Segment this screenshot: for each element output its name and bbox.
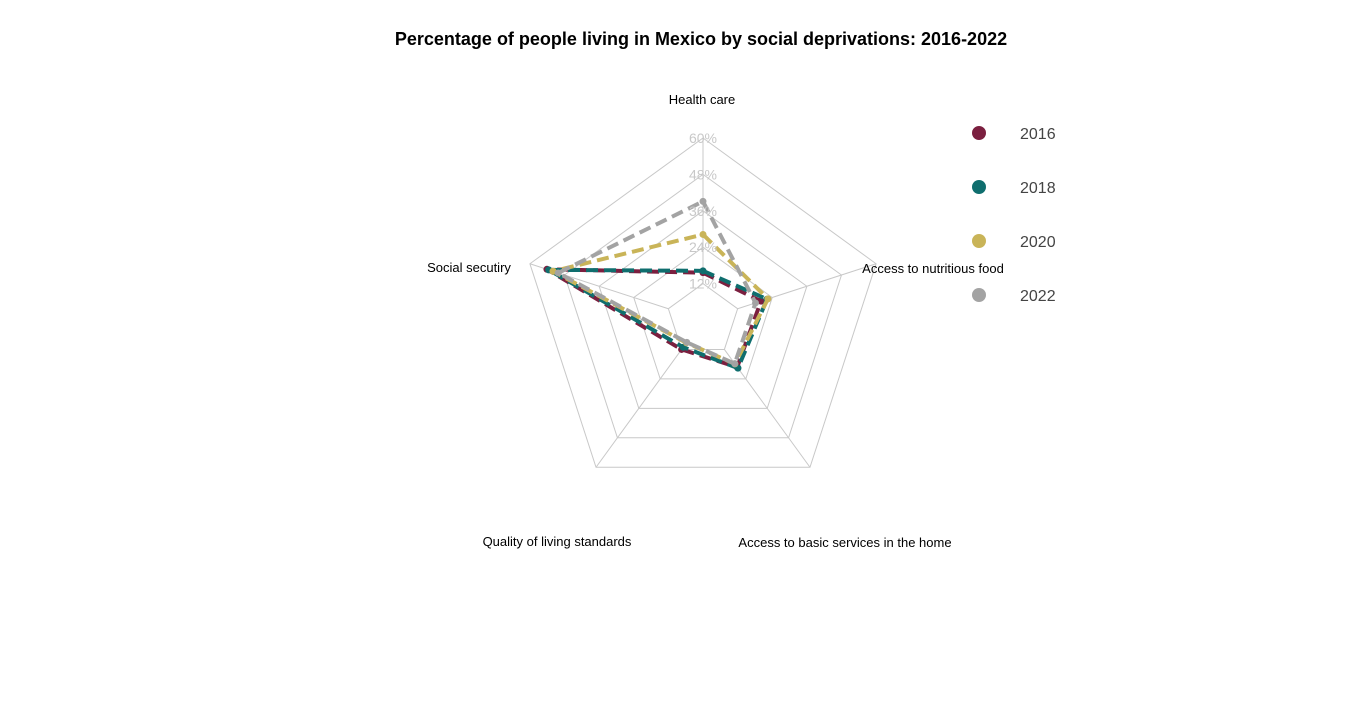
data-point [757, 297, 765, 305]
tick-label: 24% [689, 239, 717, 255]
grid-ring-4 [563, 173, 843, 439]
tick-label: 48% [689, 166, 717, 182]
data-point [554, 269, 562, 277]
legend-marker [972, 180, 986, 194]
data-point [764, 295, 772, 303]
axis-label: Quality of living standards [483, 534, 632, 549]
data-point [683, 338, 691, 346]
series-line [550, 232, 770, 366]
radar-grid [529, 137, 877, 468]
axis-label: Access to basic services in the home [738, 535, 951, 550]
series-line [544, 267, 763, 370]
tick-label: 12% [689, 276, 717, 292]
legend-label: 2022 [1020, 288, 1056, 305]
series-layer [543, 197, 772, 372]
grid-ring-3 [598, 210, 808, 409]
legend-marker [972, 234, 986, 248]
legend-label: 2018 [1020, 180, 1056, 197]
grid-spoke-4 [595, 349, 683, 468]
data-point [699, 267, 707, 275]
grid-ring-5 [529, 137, 877, 468]
series-2020 [549, 230, 772, 368]
data-point [699, 197, 707, 205]
series-2022 [554, 197, 760, 368]
series-line [546, 267, 770, 371]
tick-labels: 12% 24% 36% 48% 60% [689, 130, 717, 292]
axis-label: Social secutiry [427, 260, 511, 275]
data-point [731, 360, 739, 368]
tick-label: 36% [689, 203, 717, 219]
tick-label: 60% [689, 130, 717, 146]
legend-label: 2016 [1020, 126, 1056, 143]
legend: 2016 2018 2020 2022 [972, 126, 1056, 305]
axis-label: Health care [669, 92, 735, 107]
chart-title: Percentage of people living in Mexico by… [394, 29, 1008, 49]
axis-label: Access to nutritious food [862, 261, 1004, 276]
series-line [556, 199, 758, 366]
axis-labels: Health care Access to nutritious food Acce… [427, 92, 1004, 550]
legend-marker [972, 288, 986, 302]
legend-marker [972, 126, 986, 140]
legend-label: 2020 [1020, 234, 1056, 251]
series-2016 [543, 265, 765, 371]
data-point [699, 230, 707, 238]
data-point [752, 299, 760, 307]
